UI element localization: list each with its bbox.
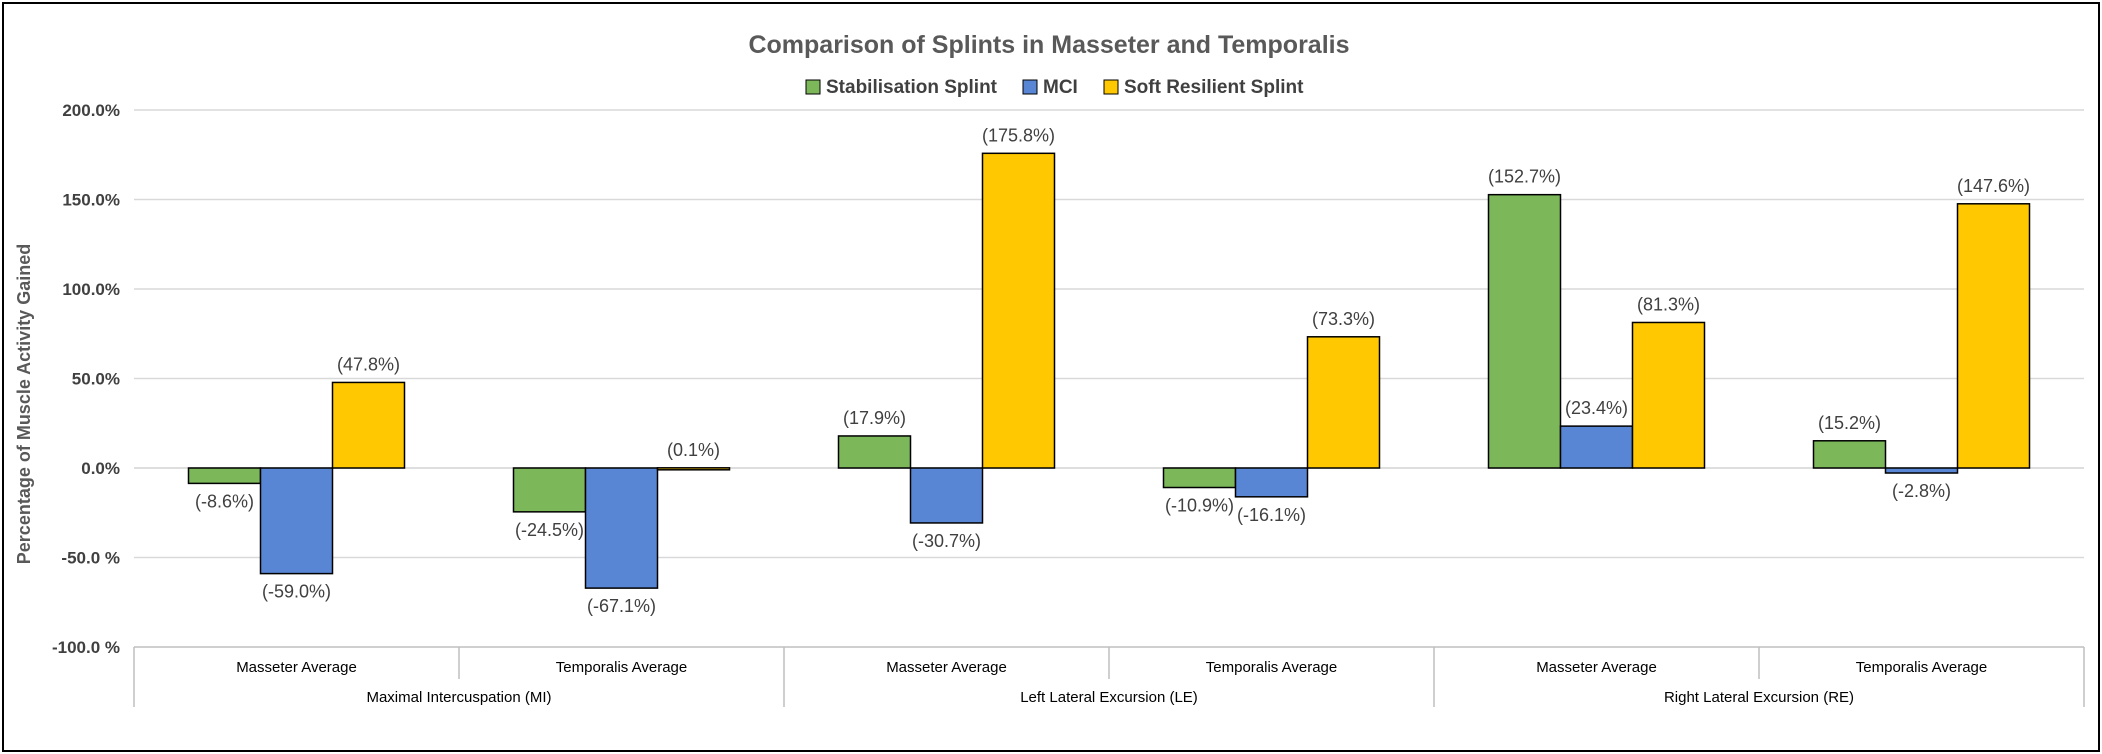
bar [1956,203,2031,469]
legend-swatch [1022,79,1038,95]
bar [1812,440,1887,469]
legend-label: Soft Resilient Splint [1124,77,1304,98]
data-label: (17.9%) [843,408,906,428]
y-tick-label: 100.0% [62,280,120,299]
data-label: (-59.0%) [262,582,331,602]
bar [1306,336,1381,469]
data-label: (152.7%) [1488,167,1561,187]
y-tick-label: -100.0 % [52,638,120,657]
data-label: (73.3%) [1312,309,1375,329]
bar [1884,467,1959,474]
bar [331,381,406,469]
data-label: (-16.1%) [1237,505,1306,525]
x-category-label: Masseter Average [236,659,357,676]
data-label: (81.3%) [1637,294,1700,314]
y-axis-label: Percentage of Muscle Activity Gained [14,244,34,564]
chart-title: Comparison of Splints in Masseter and Te… [748,31,1349,59]
data-label: (-10.9%) [1165,496,1234,516]
x-category-label: Temporalis Average [556,659,687,676]
x-category-label: Masseter Average [1536,659,1657,676]
bars [187,152,2031,589]
data-label: (-2.8%) [1892,481,1951,501]
data-label: (175.8%) [982,125,1055,145]
bar [656,467,731,471]
data-label: (0.1%) [667,440,720,460]
legend: Stabilisation Splint MCI Soft Resilient Sp… [805,77,1304,98]
y-tick-label: -50.0 % [61,549,120,568]
y-tick-label: 50.0% [72,370,120,389]
data-label: (15.2%) [1818,413,1881,433]
x-category-label: Temporalis Average [1206,659,1337,676]
x-category-label: Masseter Average [886,659,1007,676]
data-label: (-8.6%) [195,491,254,511]
bar [981,152,1056,469]
x-group-label: Left Lateral Excursion (LE) [1020,689,1198,706]
legend-swatch [805,79,821,95]
gridlines [134,109,2084,559]
bar [1559,425,1634,469]
bar [187,467,262,485]
legend-swatch [1103,79,1119,95]
bar [1162,467,1237,489]
y-tick-label: 200.0% [62,101,120,120]
y-tick-label: 150.0% [62,191,120,210]
data-label: (-24.5%) [515,520,584,540]
y-axis-ticks: 200.0% 150.0% 100.0% 50.0% 0.0% -50.0 % -100.0… [52,101,120,657]
x-group-label: Maximal Intercuspation (MI) [366,689,551,706]
bar [512,467,587,513]
x-group-label: Right Lateral Excursion (RE) [1664,689,1854,706]
legend-label: MCI [1043,77,1078,98]
bar [584,467,659,589]
data-label: (-67.1%) [587,596,656,616]
data-labels: (-8.6%) (-24.5%) (17.9%) (-10.9%) (152.7%) (1… [195,125,2030,616]
data-label: (147.6%) [1957,176,2030,196]
data-label: (23.4%) [1565,398,1628,418]
bar [259,467,334,575]
x-category-label: Temporalis Average [1856,659,1987,676]
bar [909,467,984,524]
bar [1234,467,1309,498]
data-label: (47.8%) [337,354,400,374]
x-axis: Masseter Average Temporalis Average Masset… [133,646,2085,707]
y-tick-label: 0.0% [81,459,120,478]
data-label: (-30.7%) [912,531,981,551]
bar [837,435,912,469]
legend-label: Stabilisation Splint [826,77,998,98]
chart-canvas: Comparison of Splints in Masseter and Te… [14,31,2085,707]
bar [1631,321,1706,469]
bar [1487,193,1562,469]
